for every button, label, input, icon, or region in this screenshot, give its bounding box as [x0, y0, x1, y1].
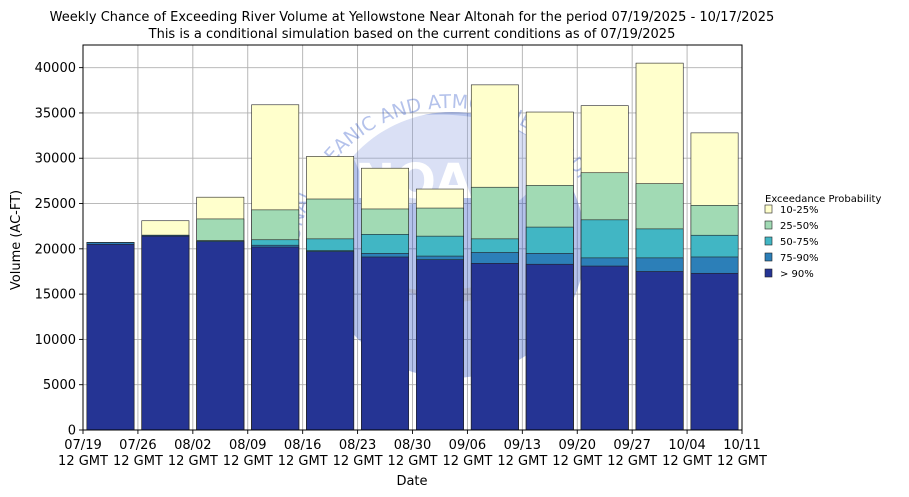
legend-swatch [764, 220, 773, 230]
x-tick-date: 09/20 [559, 438, 596, 453]
plot-frame [82, 44, 743, 431]
x-tick-time: 12 GMT [168, 454, 218, 469]
legend-label: 50-75% [780, 237, 819, 248]
y-tick-label: 0 [68, 424, 76, 439]
x-tick-date: 08/23 [339, 438, 376, 453]
bar-90-week-11 [635, 271, 684, 431]
bar-90-week-3 [196, 241, 245, 431]
bar-90-week-10 [580, 265, 629, 431]
bar-90-week-6 [361, 256, 409, 431]
x-tick-time: 12 GMT [442, 454, 492, 469]
legend-label: 25-50% [780, 221, 819, 232]
x-tick-time: 12 GMT [388, 454, 438, 469]
legend-swatch [764, 236, 773, 246]
y-tick-label: 30000 [35, 152, 76, 167]
legend-label: 75-90% [780, 253, 819, 264]
x-tick-time: 12 GMT [333, 454, 383, 469]
x-tick-time: 12 GMT [607, 454, 657, 469]
y-tick-label: 40000 [35, 61, 76, 76]
y-tick-label: 35000 [35, 106, 76, 121]
bar-90-week-2 [141, 235, 190, 431]
x-tick-date: 07/26 [119, 438, 156, 453]
x-tick-date: 10/04 [668, 438, 705, 453]
legend-swatch [764, 204, 773, 214]
x-tick-time: 12 GMT [552, 454, 602, 469]
y-tick-label: 10000 [35, 333, 76, 348]
bar-90-week-8 [470, 263, 519, 431]
chart-subtitle: This is a conditional simulation based o… [148, 27, 676, 42]
y-tick-label: 20000 [35, 242, 76, 257]
legend-swatch [764, 252, 773, 262]
x-tick-date: 08/02 [174, 438, 211, 453]
x-tick-time: 12 GMT [662, 454, 712, 469]
bar-90-week-9 [525, 263, 574, 431]
chart-title: Weekly Chance of Exceeding River Volume … [50, 10, 775, 25]
x-tick-time: 12 GMT [58, 454, 108, 469]
bars [86, 62, 739, 431]
bar-90-week-4 [251, 246, 300, 431]
bar-90-week-12 [690, 272, 739, 431]
y-axis-label: Volume (AC-FT) [9, 190, 24, 290]
x-tick-date: 09/27 [613, 438, 650, 453]
x-tick-date: 07/19 [64, 438, 101, 453]
x-tick-date: 08/16 [284, 438, 321, 453]
x-tick-time: 12 GMT [717, 454, 767, 469]
x-tick-date: 08/09 [229, 438, 266, 453]
x-tick-date: 09/13 [504, 438, 541, 453]
bar-90-week-5 [306, 251, 355, 431]
x-axis-label: Date [396, 474, 427, 489]
bar-90-week-1 [86, 243, 135, 431]
legend-title: Exceedance Probability [765, 194, 881, 205]
x-tick-date: 08/30 [394, 438, 431, 453]
x-tick-date: 10/11 [723, 438, 760, 453]
legend-label: 10-25% [780, 205, 819, 216]
x-tick-time: 12 GMT [113, 454, 163, 469]
y-tick-label: 15000 [35, 288, 76, 303]
x-tick-time: 12 GMT [278, 454, 328, 469]
bar-90-week-7 [416, 259, 464, 431]
x-tick-time: 12 GMT [223, 454, 273, 469]
legend: Exceedance Probability 10-25% 25-50% 50-75… [764, 194, 881, 280]
x-tick-time: 12 GMT [497, 454, 547, 469]
legend-label: > 90% [780, 269, 814, 280]
axes: 0 5000 10000 15000 20000 25000 30000 35000 40000… [35, 44, 767, 469]
x-tick-date: 09/06 [449, 438, 486, 453]
legend-swatch [764, 268, 773, 278]
y-tick-label: 5000 [43, 378, 76, 393]
y-tick-label: 25000 [35, 197, 76, 212]
